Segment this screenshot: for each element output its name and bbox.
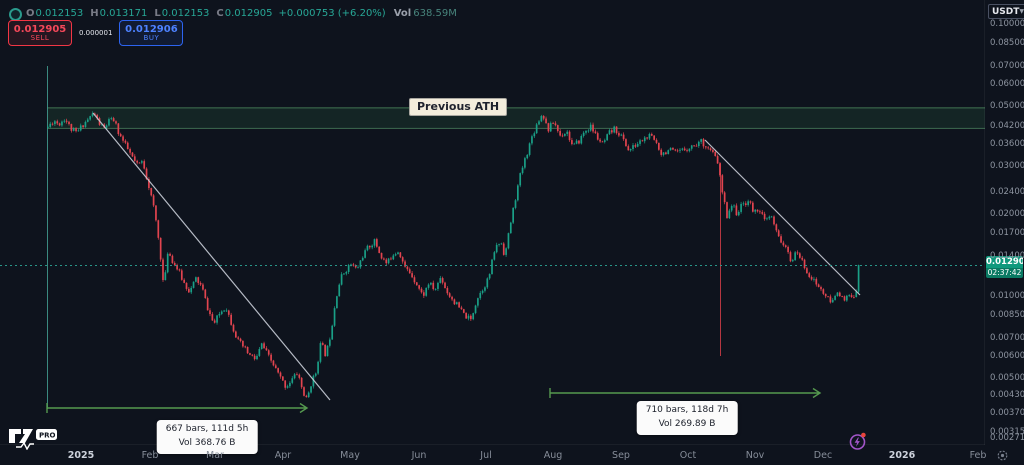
time-tick-label: 2026 bbox=[888, 450, 916, 461]
time-tick-label: Jun bbox=[411, 450, 427, 461]
sell-label: SELL bbox=[30, 33, 50, 42]
low-value: 0.012153 bbox=[161, 7, 210, 19]
sparkline-icon bbox=[16, 441, 34, 451]
ohlc-legend: O 0.012153 H 0.013171 L 0.012153 C 0.012905 … bbox=[26, 6, 457, 20]
time-tick-label: Feb bbox=[141, 450, 159, 461]
time-tick-label: Feb bbox=[969, 450, 987, 461]
measurement-box-1[interactable]: 667 bars, 111d 5h Vol 368.76 B bbox=[156, 420, 258, 454]
bar-countdown: 02:37:42 bbox=[986, 267, 1023, 278]
pro-badge: PRO bbox=[36, 429, 57, 440]
buy-label: BUY bbox=[143, 33, 160, 42]
measurement-box-2[interactable]: 710 bars, 118d 7h Vol 269.89 B bbox=[636, 401, 738, 435]
pro-badge-text: PRO bbox=[39, 432, 56, 440]
sell-button[interactable]: 0.012905 SELL bbox=[8, 20, 72, 46]
last-price-badge: 0.012905 02:37:42 bbox=[986, 255, 1023, 278]
measurement-2-bars: 710 bars, 118d 7h bbox=[645, 405, 729, 415]
tv-mark-icon bbox=[9, 429, 33, 443]
buy-button[interactable]: 0.012906 BUY bbox=[119, 20, 184, 46]
last-price-value: 0.012905 bbox=[986, 255, 1023, 268]
time-tick-label: Sep bbox=[612, 450, 630, 461]
sell-price: 0.012905 bbox=[13, 23, 67, 35]
time-tick-label: May bbox=[340, 450, 360, 461]
low-label: L bbox=[154, 7, 161, 19]
time-tick-label: Aug bbox=[543, 450, 563, 461]
change-value: +0.000753 (+6.20%) bbox=[278, 7, 386, 19]
high-label: H bbox=[90, 7, 99, 19]
open-value: 0.012153 bbox=[35, 7, 84, 19]
buy-price: 0.012906 bbox=[125, 23, 178, 35]
price-tick-label: 0.002710 bbox=[990, 432, 1024, 443]
notification-dot bbox=[861, 432, 866, 438]
time-tick-label: Dec bbox=[813, 450, 833, 461]
currency-selector[interactable]: USDT ▼ bbox=[988, 4, 1024, 19]
tradingview-logo[interactable]: PRO bbox=[8, 426, 68, 454]
time-tick-label: Apr bbox=[274, 450, 292, 461]
measurement-1-bars: 667 bars, 111d 5h bbox=[165, 424, 249, 434]
time-axis[interactable]: 2025 Feb Mar Apr May Jun Jul Aug Sep Oct Nov Dec 202… bbox=[0, 444, 987, 465]
time-tick-label: Mar bbox=[206, 450, 224, 461]
measurement-1-volume: Vol 368.76 B bbox=[178, 437, 236, 448]
close-label: C bbox=[216, 7, 224, 19]
high-value: 0.013171 bbox=[99, 7, 148, 19]
time-tick-label: 2025 bbox=[67, 450, 95, 461]
volume-value: 638.59M bbox=[413, 7, 457, 19]
time-tick-label: Nov bbox=[745, 450, 765, 461]
open-label: O bbox=[26, 7, 35, 19]
lightning-bolt-icon bbox=[854, 437, 860, 447]
previous-ath-drawing-label[interactable]: Previous ATH bbox=[409, 98, 508, 116]
time-tick-label: Oct bbox=[679, 450, 697, 461]
measurement-2-volume: Vol 269.89 B bbox=[658, 418, 716, 429]
chevron-down-icon: ▼ bbox=[1019, 8, 1024, 15]
market-status-icon[interactable] bbox=[847, 430, 869, 456]
spread-value: 0.000001 bbox=[79, 29, 113, 37]
axis-settings-gear-icon[interactable] bbox=[996, 447, 1009, 465]
volume-label: Vol bbox=[393, 7, 412, 19]
order-panel: 0.012905 SELL 0.000001 0.012906 BUY bbox=[8, 20, 184, 46]
time-tick-label: Jul bbox=[480, 450, 492, 461]
currency-label: USDT bbox=[992, 6, 1020, 17]
close-value: 0.012905 bbox=[224, 7, 273, 19]
